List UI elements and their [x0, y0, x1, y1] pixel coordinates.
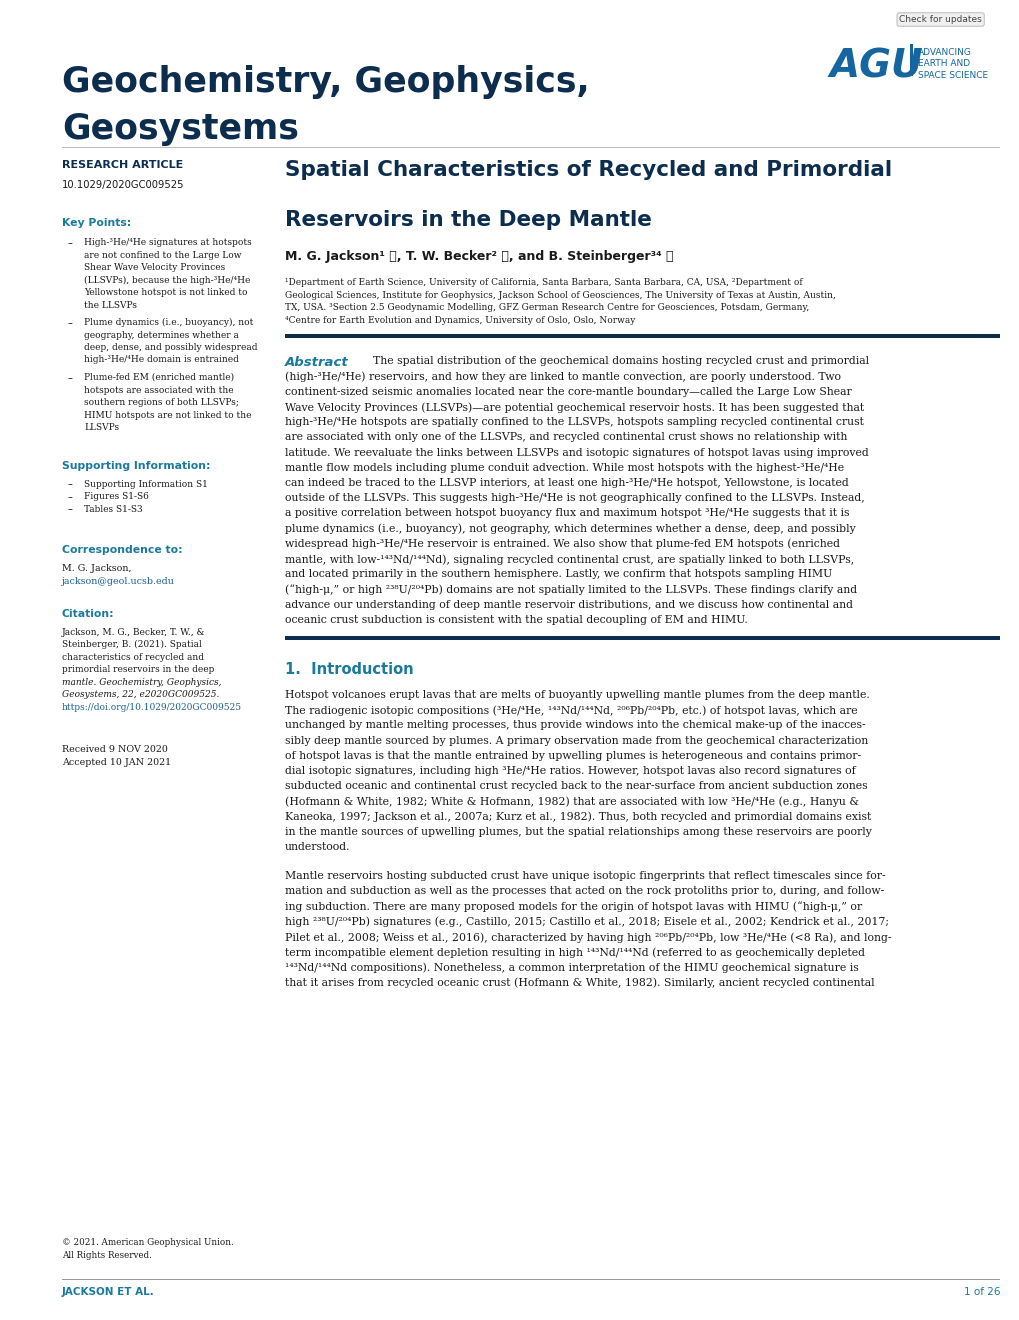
Text: –: – [68, 479, 72, 490]
Text: 1.  Introduction: 1. Introduction [284, 663, 414, 677]
Text: Plume-fed EM (enriched mantle): Plume-fed EM (enriched mantle) [84, 374, 234, 381]
Text: Abstract: Abstract [284, 356, 348, 370]
Text: Received 9 NOV 2020: Received 9 NOV 2020 [62, 744, 168, 754]
Text: AGU: AGU [829, 48, 923, 86]
Text: (LLSVPs), because the high-³He/⁴He: (LLSVPs), because the high-³He/⁴He [84, 276, 250, 285]
Text: Key Points:: Key Points: [62, 218, 131, 228]
Text: The radiogenic isotopic compositions (³He/⁴He, ¹⁴³Nd/¹⁴⁴Nd, ²⁰⁶Pb/²⁰⁴Pb, etc.) o: The radiogenic isotopic compositions (³H… [284, 705, 857, 715]
Text: 10.1029/2020GC009525: 10.1029/2020GC009525 [62, 180, 184, 190]
Text: high ²³⁸U/²⁰⁴Pb) signatures (e.g., Castillo, 2015; Castillo et al., 2018; Eisele: high ²³⁸U/²⁰⁴Pb) signatures (e.g., Casti… [284, 917, 889, 928]
Text: southern regions of both LLSVPs;: southern regions of both LLSVPs; [84, 399, 238, 407]
Text: hotspots are associated with the: hotspots are associated with the [84, 385, 233, 395]
Text: a positive correlation between hotspot buoyancy flux and maximum hotspot ³He/⁴He: a positive correlation between hotspot b… [284, 508, 849, 519]
Text: ⁴Centre for Earth Evolution and Dynamics, University of Oslo, Oslo, Norway: ⁴Centre for Earth Evolution and Dynamics… [284, 315, 635, 325]
Text: Figures S1-S6: Figures S1-S6 [84, 492, 149, 502]
Text: of hotspot lavas is that the mantle entrained by upwelling plumes is heterogeneo: of hotspot lavas is that the mantle entr… [284, 751, 860, 760]
Text: outside of the LLSVPs. This suggests high-³He/⁴He is not geographically confined: outside of the LLSVPs. This suggests hig… [284, 494, 864, 503]
Text: (Hofmann & White, 1982; White & Hofmann, 1982) that are associated with low ³He/: (Hofmann & White, 1982; White & Hofmann,… [284, 796, 858, 807]
Text: Kaneoka, 1997; Jackson et al., 2007a; Kurz et al., 1982). Thus, both recycled an: Kaneoka, 1997; Jackson et al., 2007a; Ku… [284, 812, 870, 822]
Text: ADVANCING
EARTH AND
SPACE SCIENCE: ADVANCING EARTH AND SPACE SCIENCE [917, 48, 987, 81]
Text: widespread high-³He/⁴He reservoir is entrained. We also show that plume-fed EM h: widespread high-³He/⁴He reservoir is ent… [284, 539, 840, 549]
Text: that it arises from recycled oceanic crust (Hofmann & White, 1982). Similarly, a: that it arises from recycled oceanic cru… [284, 978, 873, 989]
Text: ¹⁴³Nd/¹⁴⁴Nd compositions). Nonetheless, a common interpretation of the HIMU geoc: ¹⁴³Nd/¹⁴⁴Nd compositions). Nonetheless, … [284, 962, 858, 973]
Text: mantle. Geochemistry, Geophysics,: mantle. Geochemistry, Geophysics, [62, 677, 221, 686]
Bar [284, 334, 999, 338]
Text: Jackson, M. G., Becker, T. W., &: Jackson, M. G., Becker, T. W., & [62, 627, 205, 636]
Text: continent-sized seismic anomalies located near the core-mantle boundary—called t: continent-sized seismic anomalies locate… [284, 387, 851, 397]
Text: sibly deep mantle sourced by plumes. A primary observation made from the geochem: sibly deep mantle sourced by plumes. A p… [284, 735, 867, 746]
Bar [284, 636, 999, 640]
Text: mantle, with low-¹⁴³Nd/¹⁴⁴Nd), signaling recycled continental crust, are spatial: mantle, with low-¹⁴³Nd/¹⁴⁴Nd), signaling… [284, 554, 854, 565]
Text: TX, USA. ³Section 2.5 Geodynamic Modelling, GFZ German Research Centre for Geosc: TX, USA. ³Section 2.5 Geodynamic Modelli… [284, 304, 808, 313]
Text: jackson@geol.ucsb.edu: jackson@geol.ucsb.edu [62, 577, 174, 586]
Text: Citation:: Citation: [62, 609, 114, 619]
Text: © 2021. American Geophysical Union.: © 2021. American Geophysical Union. [62, 1238, 233, 1247]
Text: Yellowstone hotspot is not linked to: Yellowstone hotspot is not linked to [84, 288, 248, 297]
Text: M. G. Jackson¹ Ⓨ, T. W. Becker² Ⓨ, and B. Steinberger³⁴ Ⓨ: M. G. Jackson¹ Ⓨ, T. W. Becker² Ⓨ, and B… [284, 249, 673, 263]
Text: The spatial distribution of the geochemical domains hosting recycled crust and p: The spatial distribution of the geochemi… [373, 356, 868, 367]
Text: Spatial Characteristics of Recycled and Primordial: Spatial Characteristics of Recycled and … [284, 160, 892, 180]
Text: Correspondence to:: Correspondence to: [62, 545, 182, 554]
Text: are not confined to the Large Low: are not confined to the Large Low [84, 251, 242, 260]
Text: Geosystems, 22, e2020GC009525.: Geosystems, 22, e2020GC009525. [62, 690, 219, 700]
Text: 1 of 26: 1 of 26 [963, 1287, 999, 1298]
Text: Shear Wave Velocity Provinces: Shear Wave Velocity Provinces [84, 263, 225, 272]
Text: Geosystems: Geosystems [62, 112, 299, 147]
Text: mation and subduction as well as the processes that acted on the rock protoliths: mation and subduction as well as the pro… [284, 887, 883, 896]
Text: primordial reservoirs in the deep: primordial reservoirs in the deep [62, 665, 214, 675]
Text: JACKSON ET AL.: JACKSON ET AL. [62, 1287, 155, 1298]
Text: Geological Sciences, Institute for Geophysics, Jackson School of Geosciences, Th: Geological Sciences, Institute for Geoph… [284, 290, 835, 300]
Text: Supporting Information S1: Supporting Information S1 [84, 479, 208, 488]
Text: Mantle reservoirs hosting subducted crust have unique isotopic fingerprints that: Mantle reservoirs hosting subducted crus… [284, 871, 884, 882]
Text: Steinberger, B. (2021). Spatial: Steinberger, B. (2021). Spatial [62, 640, 202, 649]
Text: M. G. Jackson,: M. G. Jackson, [62, 564, 131, 573]
Text: mantle flow models including plume conduit advection. While most hotspots with t: mantle flow models including plume condu… [284, 463, 844, 473]
Text: advance our understanding of deep mantle reservoir distributions, and we discuss: advance our understanding of deep mantle… [284, 599, 852, 610]
Text: Tables S1-S3: Tables S1-S3 [84, 504, 143, 513]
Text: HIMU hotspots are not linked to the: HIMU hotspots are not linked to the [84, 411, 252, 420]
Bar [909, 44, 912, 77]
Text: Hotspot volcanoes erupt lavas that are melts of buoyantly upwelling mantle plume: Hotspot volcanoes erupt lavas that are m… [284, 690, 869, 700]
Text: Pilet et al., 2008; Weiss et al., 2016), characterized by having high ²⁰⁶Pb/²⁰⁴P: Pilet et al., 2008; Weiss et al., 2016),… [284, 932, 891, 942]
Text: –: – [68, 492, 72, 502]
Text: Check for updates: Check for updates [899, 15, 981, 24]
Text: are associated with only one of the LLSVPs, and recycled continental crust shows: are associated with only one of the LLSV… [284, 433, 847, 442]
Text: plume dynamics (i.e., buoyancy), not geography, which determines whether a dense: plume dynamics (i.e., buoyancy), not geo… [284, 524, 855, 535]
Text: –: – [68, 318, 72, 327]
Text: All Rights Reserved.: All Rights Reserved. [62, 1250, 152, 1259]
Text: dial isotopic signatures, including high ³He/⁴He ratios. However, hotspot lavas : dial isotopic signatures, including high… [284, 766, 855, 776]
Text: characteristics of recycled and: characteristics of recycled and [62, 652, 204, 661]
Text: Plume dynamics (i.e., buoyancy), not: Plume dynamics (i.e., buoyancy), not [84, 318, 253, 327]
Text: ing subduction. There are many proposed models for the origin of hotspot lavas w: ing subduction. There are many proposed … [284, 902, 861, 912]
Text: Reservoirs in the Deep Mantle: Reservoirs in the Deep Mantle [284, 210, 651, 230]
Text: high-³He/⁴He domain is entrained: high-³He/⁴He domain is entrained [84, 355, 238, 364]
Text: –: – [68, 504, 72, 515]
Text: can indeed be traced to the LLSVP interiors, at least one high-³He/⁴He hotspot, : can indeed be traced to the LLSVP interi… [284, 478, 848, 488]
Text: term incompatible element depletion resulting in high ¹⁴³Nd/¹⁴⁴Nd (referred to a: term incompatible element depletion resu… [284, 948, 864, 958]
Text: oceanic crust subduction is consistent with the spatial decoupling of EM and HIM: oceanic crust subduction is consistent w… [284, 615, 747, 624]
Text: Geochemistry, Geophysics,: Geochemistry, Geophysics, [62, 65, 589, 99]
Text: geography, determines whether a: geography, determines whether a [84, 330, 238, 339]
Text: RESEARCH ARTICLE: RESEARCH ARTICLE [62, 160, 183, 170]
Text: –: – [68, 238, 72, 248]
Text: subducted oceanic and continental crust recycled back to the near-surface from a: subducted oceanic and continental crust … [284, 781, 867, 791]
Text: understood.: understood. [284, 842, 351, 851]
Text: https://doi.org/10.1029/2020GC009525: https://doi.org/10.1029/2020GC009525 [62, 702, 242, 711]
Text: Accepted 10 JAN 2021: Accepted 10 JAN 2021 [62, 758, 171, 767]
Text: deep, dense, and possibly widespread: deep, dense, and possibly widespread [84, 343, 257, 352]
Text: the LLSVPs: the LLSVPs [84, 301, 137, 309]
Text: latitude. We reevaluate the links between LLSVPs and isotopic signatures of hots: latitude. We reevaluate the links betwee… [284, 447, 868, 458]
Text: LLSVPs: LLSVPs [84, 422, 119, 432]
Text: (“high-μ,” or high ²³⁸U/²⁰⁴Pb) domains are not spatially limited to the LLSVPs. : (“high-μ,” or high ²³⁸U/²⁰⁴Pb) domains a… [284, 585, 856, 595]
Text: High-³He/⁴He signatures at hotspots: High-³He/⁴He signatures at hotspots [84, 238, 252, 247]
Text: Supporting Information:: Supporting Information: [62, 461, 210, 470]
Text: in the mantle sources of upwelling plumes, but the spatial relationships among t: in the mantle sources of upwelling plume… [284, 826, 871, 837]
Text: Wave Velocity Provinces (LLSVPs)—are potential geochemical reservoir hosts. It h: Wave Velocity Provinces (LLSVPs)—are pot… [284, 403, 863, 413]
Text: ¹Department of Earth Science, University of California, Santa Barbara, Santa Bar: ¹Department of Earth Science, University… [284, 279, 802, 286]
Text: (high-³He/⁴He) reservoirs, and how they are linked to mantle convection, are poo: (high-³He/⁴He) reservoirs, and how they … [284, 372, 841, 383]
Text: high-³He/⁴He hotspots are spatially confined to the LLSVPs, hotspots sampling re: high-³He/⁴He hotspots are spatially conf… [284, 417, 863, 428]
Text: unchanged by mantle melting processes, thus provide windows into the chemical ma: unchanged by mantle melting processes, t… [284, 721, 865, 730]
Text: and located primarily in the southern hemisphere. Lastly, we confirm that hotspo: and located primarily in the southern he… [284, 569, 832, 579]
Text: –: – [68, 374, 72, 383]
